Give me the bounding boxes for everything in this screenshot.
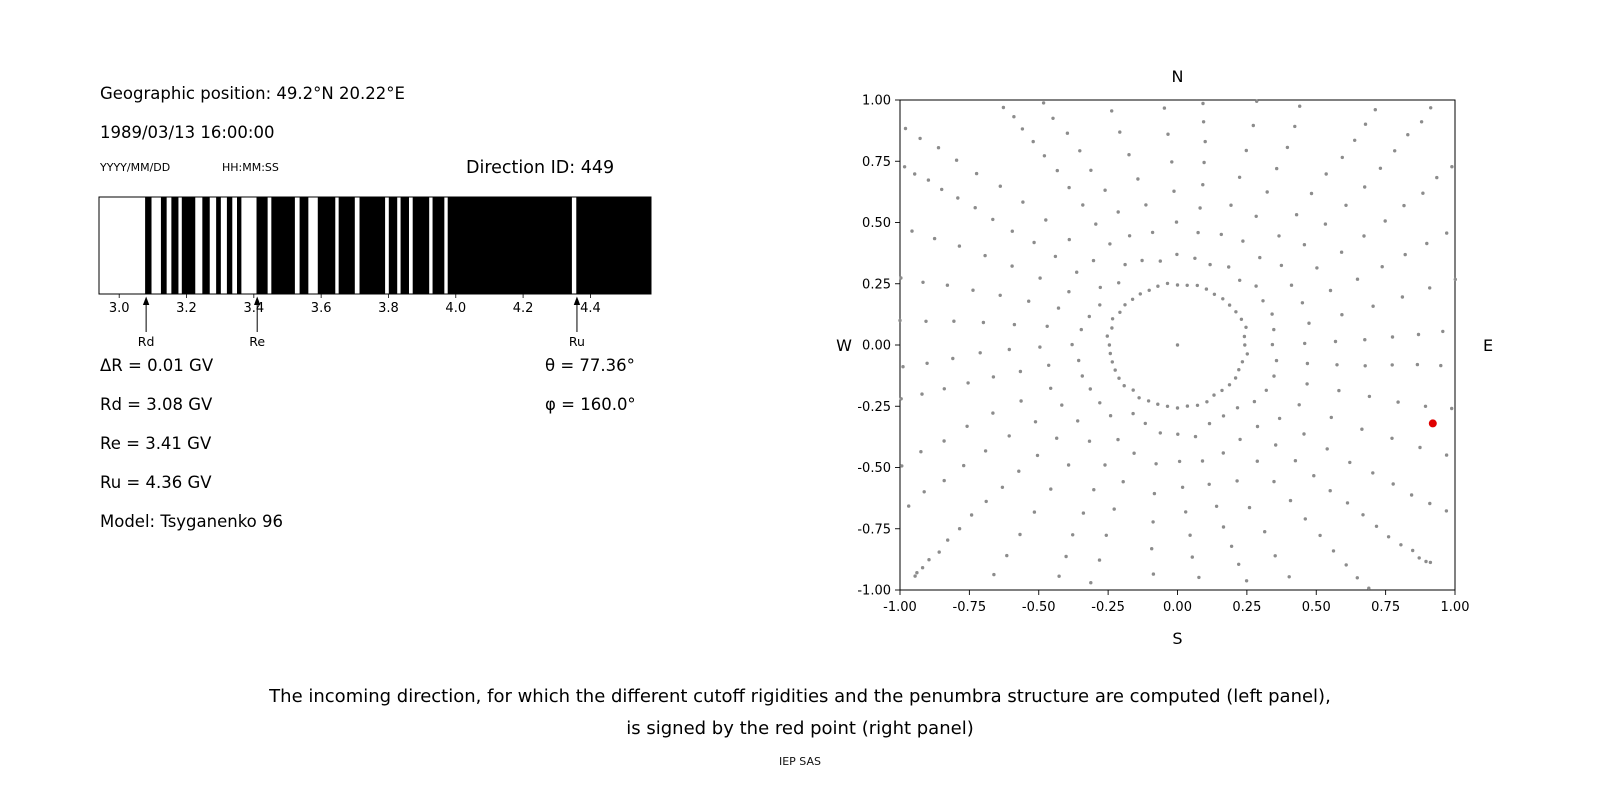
compass-label-south: S xyxy=(1172,629,1182,648)
y-tick-label: -0.25 xyxy=(857,400,891,415)
date-format-label: YYYY/MM/DD xyxy=(100,161,171,174)
compass-label-west: W xyxy=(836,336,852,355)
datetime: 1989/03/13 16:00:00 xyxy=(100,123,275,142)
penumbra-x-tick-label: 3.6 xyxy=(311,301,332,316)
cutoff-marker-label: Rd xyxy=(138,334,155,349)
compass-label-north: N xyxy=(1172,67,1184,86)
x-tick-label: -1.00 xyxy=(883,600,917,615)
direction-dots xyxy=(898,99,1457,590)
x-tick-label: 0.00 xyxy=(1163,600,1192,615)
y-tick-label: 0.50 xyxy=(862,216,891,231)
param-re: Re = 3.41 GV xyxy=(100,434,212,453)
geographic-position: Geographic position: 49.2°N 20.22°E xyxy=(100,84,405,103)
penumbra-x-tick-label: 4.2 xyxy=(513,301,534,316)
x-tick-label: 1.00 xyxy=(1441,600,1470,615)
penumbra-x-tick-label: 4.4 xyxy=(580,301,601,316)
penumbra-bands xyxy=(145,197,651,294)
axis-ticks: -1.00 -0.75 -0.50 -0.25 0.00 0.25 0.50 0.75 1.00… xyxy=(857,94,1469,616)
credit-label: IEP SAS xyxy=(778,755,822,768)
penumbra-x-tick-label: 3.4 xyxy=(243,301,264,316)
x-tick-label: -0.75 xyxy=(953,600,987,615)
penumbra-x-tick-label: 3.2 xyxy=(176,301,197,316)
time-format-label: HH:MM:SS xyxy=(222,161,279,174)
param-delta-r: ΔR = 0.01 GV xyxy=(100,356,214,375)
x-tick-label: 0.75 xyxy=(1371,600,1400,615)
penumbra-x-tick-label: 4.0 xyxy=(445,301,466,316)
caption-line-1: The incoming direction, for which the di… xyxy=(269,686,1331,707)
param-ru: Ru = 4.36 GV xyxy=(100,473,212,492)
x-tick-label: 0.25 xyxy=(1232,600,1261,615)
y-tick-label: 0.00 xyxy=(862,339,891,354)
penumbra-x-tick-label: 3.8 xyxy=(378,301,399,316)
y-tick-label: 0.75 xyxy=(862,155,891,170)
param-phi: φ = 160.0° xyxy=(545,395,636,414)
x-tick-label: 0.50 xyxy=(1302,600,1331,615)
param-rd: Rd = 3.08 GV xyxy=(100,395,213,414)
cutoff-marker-rd: Rd xyxy=(138,296,155,349)
cutoff-marker-label: Re xyxy=(249,334,265,349)
y-tick-label: -0.50 xyxy=(857,461,891,476)
y-tick-label: 1.00 xyxy=(862,94,891,109)
compass-label-east: E xyxy=(1483,336,1493,355)
caption-line-2: is signed by the red point (right panel) xyxy=(626,718,974,739)
penumbra-plot: 3.0 3.2 3.4 3.6 3.8 4.0 4.2 4.4 Rd Re Ru xyxy=(98,196,652,349)
cutoff-marker-re: Re xyxy=(249,296,265,349)
y-tick-label: -1.00 xyxy=(857,584,891,599)
param-theta: θ = 77.36° xyxy=(545,356,635,375)
direction-id: Direction ID: 449 xyxy=(466,158,615,178)
selected-direction-point xyxy=(1428,419,1437,428)
y-tick-label: -0.75 xyxy=(857,522,891,537)
direction-map-plot: N S W E -1.00 -0.75 -0.50 -0.25 0.00 0.25 0.50… xyxy=(836,67,1493,648)
cutoff-marker-label: Ru xyxy=(569,334,585,349)
param-model: Model: Tsyganenko 96 xyxy=(100,512,284,531)
x-tick-label: -0.25 xyxy=(1091,600,1125,615)
cutoff-marker-ru: Ru xyxy=(569,296,585,349)
y-tick-label: 0.25 xyxy=(862,277,891,292)
penumbra-x-tick-label: 3.0 xyxy=(109,301,130,316)
x-tick-label: -0.50 xyxy=(1022,600,1056,615)
